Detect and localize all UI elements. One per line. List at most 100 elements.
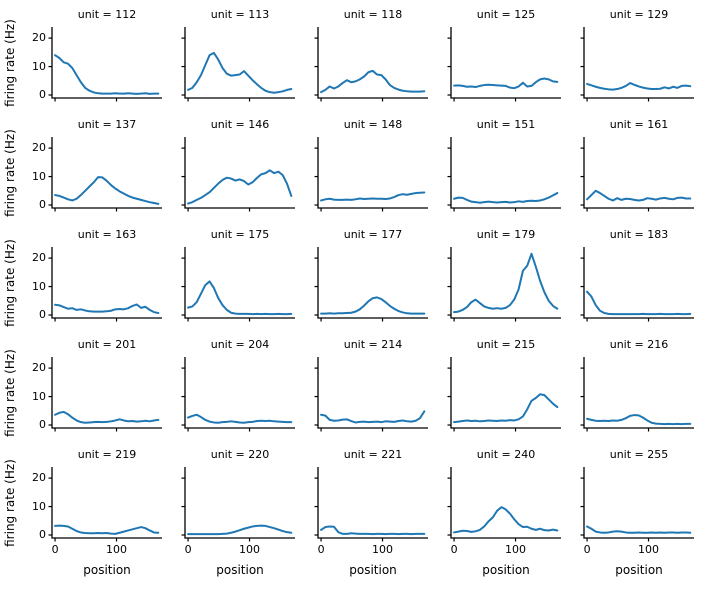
y-axis-label: firing rate (Hz) <box>3 238 17 327</box>
subplot-title: unit = 215 <box>476 338 536 351</box>
y-tick-label: 20 <box>32 141 46 155</box>
firing-rate-line <box>320 525 426 536</box>
firing-rate-line <box>453 192 559 204</box>
line-chart-unit-179 <box>447 247 561 322</box>
x-tick-label: 100 <box>239 543 261 556</box>
axis-spines <box>51 467 162 539</box>
line-chart-unit-204 <box>181 357 295 432</box>
firing-rate-line <box>187 524 293 536</box>
x-tick-label: 100 <box>505 543 527 556</box>
axis-spines <box>317 357 428 429</box>
axis-spines <box>317 467 428 539</box>
firing-rate-line <box>453 77 559 90</box>
subplot-title: unit = 129 <box>609 8 669 21</box>
y-tick-label: 0 <box>39 198 46 211</box>
line-chart-unit-219 <box>48 467 162 542</box>
line-chart-unit-201 <box>48 357 162 432</box>
axis-spines <box>184 467 295 539</box>
subplot-title: unit = 118 <box>343 8 403 21</box>
subplot-title: unit = 201 <box>77 338 137 351</box>
y-tick-label: 0 <box>39 308 46 321</box>
y-tick-label: 10 <box>32 279 46 293</box>
firing-rate-line <box>54 176 160 205</box>
axis-spines <box>450 137 561 209</box>
firing-rate-line <box>586 414 692 426</box>
firing-rate-line <box>320 69 426 94</box>
axis-spines <box>317 247 428 319</box>
firing-rate-line <box>54 410 160 424</box>
y-tick-label: 10 <box>32 389 46 403</box>
subplot-title: unit = 204 <box>210 338 270 351</box>
line-chart-unit-177 <box>314 247 428 322</box>
x-axis-label: position <box>216 563 264 577</box>
axis-spines <box>184 137 295 209</box>
subplot-title: unit = 240 <box>476 448 536 461</box>
y-tick-label: 10 <box>32 169 46 183</box>
y-axis-label: firing rate (Hz) <box>3 18 17 107</box>
x-axis-label: position <box>83 563 131 577</box>
firing-rate-line <box>187 280 293 316</box>
x-tick-label: 0 <box>184 543 192 556</box>
subplot-title: unit = 175 <box>210 228 270 241</box>
firing-rate-line <box>54 524 160 535</box>
y-tick-label: 20 <box>32 471 46 485</box>
axis-spines <box>450 247 561 319</box>
y-axis-label: firing rate (Hz) <box>3 348 17 437</box>
axis-spines <box>184 247 295 319</box>
firing-rate-line <box>586 290 692 316</box>
line-chart-unit-148 <box>314 137 428 212</box>
firing-rate-line <box>187 51 293 94</box>
line-chart-unit-255 <box>580 467 694 542</box>
axis-spines <box>450 467 561 539</box>
line-chart-unit-215 <box>447 357 561 432</box>
axis-spines <box>317 27 428 99</box>
x-tick-label: 100 <box>372 543 394 556</box>
y-tick-label: 0 <box>39 418 46 431</box>
subplot-title: unit = 221 <box>343 448 403 461</box>
line-chart-unit-240 <box>447 467 561 542</box>
axis-spines <box>51 137 162 209</box>
axis-spines <box>583 357 694 429</box>
firing-rate-line <box>320 410 426 424</box>
subplot-title: unit = 179 <box>476 228 536 241</box>
subplot-title: unit = 220 <box>210 448 270 461</box>
y-tick-label: 10 <box>32 499 46 513</box>
axis-spines <box>51 357 162 429</box>
x-tick-label: 0 <box>51 543 59 556</box>
y-tick-label: 0 <box>39 88 46 101</box>
axis-spines <box>184 357 295 429</box>
y-axis-label: firing rate (Hz) <box>3 458 17 547</box>
x-tick-label: 0 <box>317 543 325 556</box>
axis-spines <box>184 27 295 99</box>
axis-spines <box>583 27 694 99</box>
line-chart-unit-216 <box>580 357 694 432</box>
subplot-title: unit = 112 <box>77 8 137 21</box>
y-tick-label: 20 <box>32 31 46 45</box>
subplot-title: unit = 125 <box>476 8 536 21</box>
y-tick-label: 20 <box>32 251 46 265</box>
x-tick-label: 100 <box>638 543 660 556</box>
firing-rate-line <box>586 82 692 91</box>
firing-rate-line <box>586 525 692 534</box>
subplot-title: unit = 161 <box>609 118 669 131</box>
x-tick-label: 0 <box>450 543 458 556</box>
line-chart-unit-163 <box>48 247 162 322</box>
subplot-title: unit = 214 <box>343 338 403 351</box>
axis-spines <box>450 357 561 429</box>
line-chart-unit-118 <box>314 27 428 102</box>
line-chart-unit-151 <box>447 137 561 212</box>
firing-rate-line <box>453 252 559 314</box>
firing-rate-line <box>54 54 160 95</box>
x-tick-label: 0 <box>583 543 591 556</box>
line-chart-unit-129 <box>580 27 694 102</box>
subplot-title: unit = 148 <box>343 118 403 131</box>
line-chart-unit-146 <box>181 137 295 212</box>
firing-rate-line <box>453 393 559 424</box>
axis-spines <box>583 247 694 319</box>
line-chart-unit-221 <box>314 467 428 542</box>
y-tick-label: 0 <box>39 528 46 541</box>
y-axis-label: firing rate (Hz) <box>3 128 17 217</box>
x-tick-label: 100 <box>106 543 128 556</box>
line-chart-unit-214 <box>314 357 428 432</box>
